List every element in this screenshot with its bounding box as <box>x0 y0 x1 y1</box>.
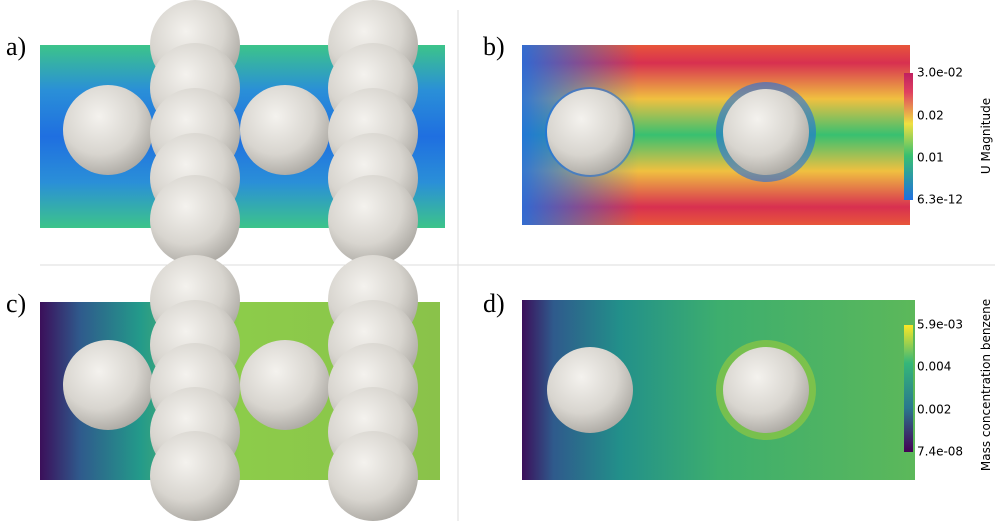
sphere <box>240 340 330 430</box>
sphere <box>723 347 809 433</box>
colorbar-title: Mass concentration benzene <box>979 299 993 471</box>
sphere <box>63 340 153 430</box>
figure: a) b) 3.0e-02 0.02 0.01 6.3e-12 U Magnit… <box>0 0 995 521</box>
sphere <box>547 89 633 175</box>
colorbar-tick-label: 0.01 <box>917 151 944 165</box>
colorbar-title: U Magnitude <box>979 98 993 174</box>
colorbar-tick-label: 5.9e-03 <box>917 318 963 332</box>
sphere <box>240 85 330 175</box>
colorbar <box>904 325 913 452</box>
colorbar-tick-label: 6.3e-12 <box>917 193 963 207</box>
colorbar-tick-label: 0.02 <box>917 109 944 123</box>
panel-b: b) 3.0e-02 0.02 0.01 6.3e-12 U Magnitude <box>483 32 993 225</box>
colorbar-tick-label: 3.0e-02 <box>917 66 963 80</box>
sphere <box>63 85 153 175</box>
colorbar-tick-label: 7.4e-08 <box>917 445 963 459</box>
panel-label: a) <box>6 32 26 61</box>
colorbar <box>904 73 913 200</box>
panel-label: d) <box>483 289 505 318</box>
sphere <box>723 89 809 175</box>
colorbar-tick-label: 0.002 <box>917 403 951 417</box>
panel-label: c) <box>6 289 26 318</box>
panel-label: b) <box>483 32 505 61</box>
panel-a: a) <box>6 0 445 265</box>
sphere <box>547 347 633 433</box>
panel-c: c) <box>6 255 440 521</box>
colorbar-tick-label: 0.004 <box>917 360 951 374</box>
panel-d: d) 5.9e-03 0.004 0.002 7.4e-08 Mass conc… <box>483 289 993 480</box>
